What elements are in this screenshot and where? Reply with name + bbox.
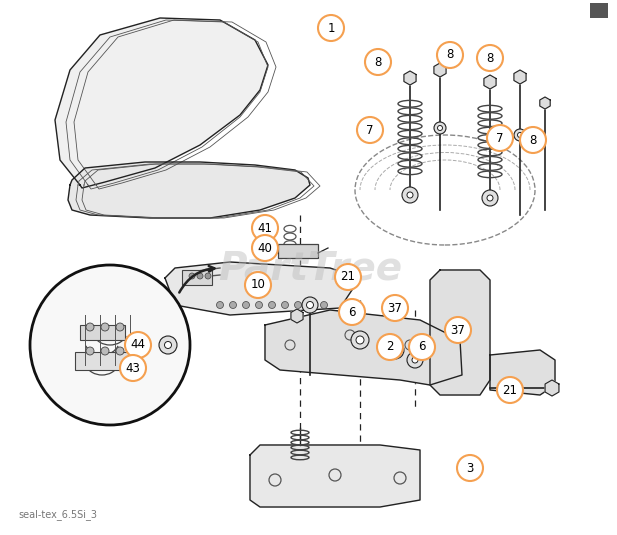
Circle shape <box>205 273 211 279</box>
Polygon shape <box>490 350 555 395</box>
Text: 41: 41 <box>257 221 273 234</box>
Circle shape <box>386 341 404 359</box>
Circle shape <box>242 302 249 309</box>
Circle shape <box>457 455 483 481</box>
Circle shape <box>520 127 546 153</box>
Circle shape <box>86 323 94 331</box>
Text: 8: 8 <box>375 56 382 68</box>
Bar <box>590 3 608 18</box>
Circle shape <box>302 297 318 313</box>
Circle shape <box>477 45 503 71</box>
Circle shape <box>402 187 418 203</box>
Circle shape <box>307 302 315 309</box>
Text: 7: 7 <box>496 132 503 144</box>
Polygon shape <box>250 445 420 507</box>
Bar <box>182 270 212 285</box>
Circle shape <box>159 336 177 354</box>
Text: 8: 8 <box>529 134 537 147</box>
Circle shape <box>339 299 365 325</box>
Bar <box>75 352 130 370</box>
Circle shape <box>335 264 361 290</box>
Circle shape <box>409 334 435 360</box>
Text: 37: 37 <box>387 302 402 315</box>
Circle shape <box>407 192 413 198</box>
Circle shape <box>217 302 223 309</box>
Circle shape <box>437 126 442 131</box>
Text: 21: 21 <box>341 271 355 284</box>
Text: 8: 8 <box>446 49 453 62</box>
Text: seal-tex_6.5Si_3: seal-tex_6.5Si_3 <box>18 509 97 520</box>
Circle shape <box>189 273 195 279</box>
Circle shape <box>30 265 190 425</box>
Circle shape <box>281 302 289 309</box>
Bar <box>278 244 318 258</box>
Text: 3: 3 <box>466 462 474 475</box>
Circle shape <box>351 331 369 349</box>
Circle shape <box>434 122 446 134</box>
Circle shape <box>252 235 278 261</box>
Circle shape <box>320 302 328 309</box>
Circle shape <box>245 272 271 298</box>
Circle shape <box>382 295 408 321</box>
Text: 10: 10 <box>251 279 265 292</box>
Text: 44: 44 <box>131 339 146 351</box>
Circle shape <box>86 347 94 355</box>
Circle shape <box>412 357 418 363</box>
Polygon shape <box>404 71 416 85</box>
Text: 6: 6 <box>418 340 426 354</box>
Circle shape <box>497 377 523 403</box>
Circle shape <box>294 302 302 309</box>
Circle shape <box>407 352 423 368</box>
Circle shape <box>116 347 124 355</box>
Circle shape <box>197 273 203 279</box>
Text: 7: 7 <box>366 124 374 136</box>
Polygon shape <box>434 63 446 77</box>
Circle shape <box>101 323 109 331</box>
Polygon shape <box>265 310 462 385</box>
Text: 8: 8 <box>486 51 494 65</box>
Circle shape <box>487 195 493 201</box>
Circle shape <box>356 336 364 344</box>
Circle shape <box>437 42 463 68</box>
Text: 21: 21 <box>502 384 518 396</box>
Polygon shape <box>545 380 559 396</box>
Circle shape <box>482 190 498 206</box>
Circle shape <box>445 317 471 343</box>
Circle shape <box>307 302 313 309</box>
Circle shape <box>125 332 151 358</box>
Text: PartTree: PartTree <box>218 249 402 287</box>
Text: 43: 43 <box>126 362 141 374</box>
Polygon shape <box>540 97 550 109</box>
Bar <box>80 325 125 340</box>
Circle shape <box>255 302 262 309</box>
Polygon shape <box>514 70 526 84</box>
Circle shape <box>268 302 276 309</box>
Circle shape <box>357 117 383 143</box>
Polygon shape <box>165 262 360 315</box>
Circle shape <box>377 334 403 360</box>
Text: 2: 2 <box>386 340 394 354</box>
Text: 6: 6 <box>348 305 356 318</box>
Circle shape <box>120 355 146 381</box>
Circle shape <box>252 215 278 241</box>
Circle shape <box>318 15 344 41</box>
Text: 37: 37 <box>450 324 465 337</box>
Circle shape <box>365 49 391 75</box>
Polygon shape <box>484 75 496 89</box>
Polygon shape <box>55 18 268 188</box>
Circle shape <box>391 346 399 354</box>
Polygon shape <box>430 270 490 395</box>
Text: 40: 40 <box>257 241 273 255</box>
Circle shape <box>165 341 172 348</box>
Circle shape <box>514 129 526 141</box>
Circle shape <box>487 125 513 151</box>
Circle shape <box>518 133 523 137</box>
Circle shape <box>101 347 109 355</box>
Circle shape <box>230 302 236 309</box>
Polygon shape <box>68 162 310 218</box>
Text: 1: 1 <box>327 21 335 34</box>
Polygon shape <box>291 309 303 323</box>
Circle shape <box>116 323 124 331</box>
